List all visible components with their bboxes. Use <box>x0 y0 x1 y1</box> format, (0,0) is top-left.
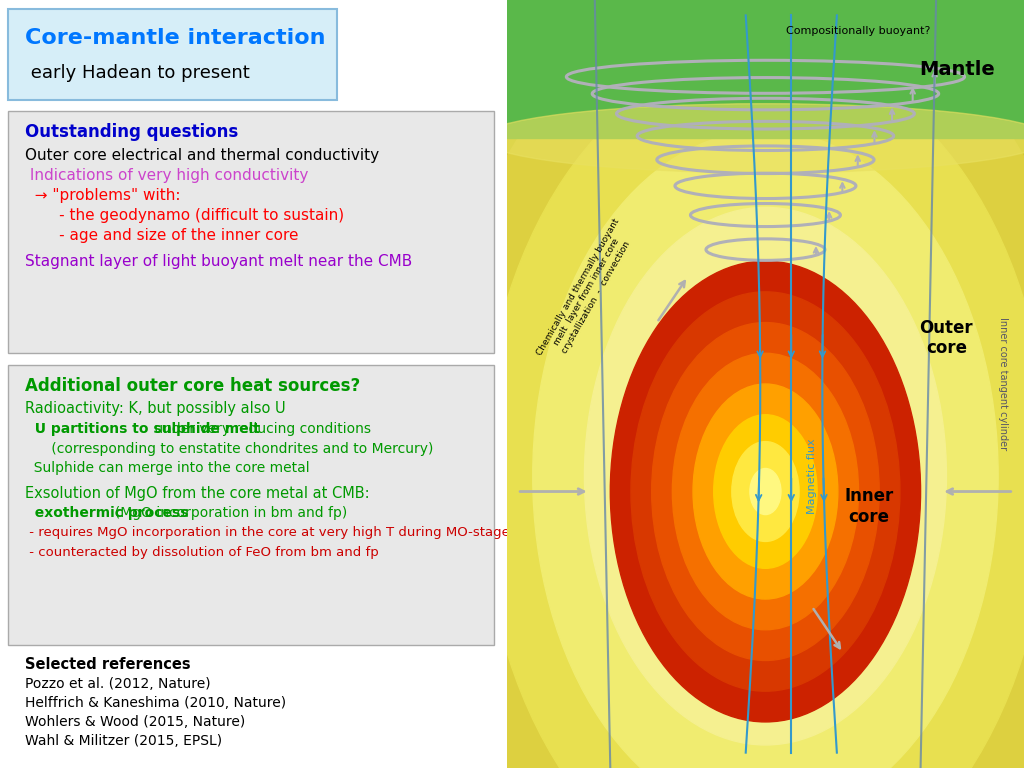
Text: Sulphide can merge into the core metal: Sulphide can merge into the core metal <box>26 462 310 475</box>
Text: early Hadean to present: early Hadean to present <box>26 64 250 82</box>
Text: → "problems" with:: → "problems" with: <box>26 187 181 203</box>
Text: Compositionally buoyant?: Compositionally buoyant? <box>786 25 931 36</box>
FancyBboxPatch shape <box>7 365 495 645</box>
Text: (corresponding to enstatite chondrites and to Mercury): (corresponding to enstatite chondrites a… <box>26 442 434 455</box>
Text: Outstanding questions: Outstanding questions <box>26 123 239 141</box>
Circle shape <box>429 0 1024 768</box>
Text: Pozzo et al. (2012, Nature): Pozzo et al. (2012, Nature) <box>26 677 211 690</box>
Text: Radioactivity: K, but possibly also U: Radioactivity: K, but possibly also U <box>26 401 286 416</box>
Circle shape <box>732 442 799 541</box>
Circle shape <box>673 353 858 630</box>
Text: - the geodynamo (difficult to sustain): - the geodynamo (difficult to sustain) <box>26 207 344 223</box>
Text: Outer
core: Outer core <box>920 319 973 357</box>
Text: (MgO incorporation in bm and fp): (MgO incorporation in bm and fp) <box>106 506 348 520</box>
FancyBboxPatch shape <box>7 111 495 353</box>
Circle shape <box>532 131 998 768</box>
Text: - age and size of the inner core: - age and size of the inner core <box>26 227 299 243</box>
FancyBboxPatch shape <box>7 9 337 100</box>
Circle shape <box>610 261 921 722</box>
Text: Mantle: Mantle <box>919 60 994 78</box>
Text: Inner core tangent cylinder: Inner core tangent cylinder <box>998 317 1009 451</box>
Text: Stagnant layer of light buoyant melt near the CMB: Stagnant layer of light buoyant melt nea… <box>26 254 413 270</box>
Text: Chemically and thermally buoyant
melt  layer from inner core
crystallization  - : Chemically and thermally buoyant melt la… <box>535 217 639 367</box>
Circle shape <box>378 0 1024 768</box>
Text: Inner
core: Inner core <box>844 488 894 526</box>
Text: Helffrich & Kaneshima (2010, Nature): Helffrich & Kaneshima (2010, Nature) <box>26 696 287 710</box>
Text: Outer core electrical and thermal conductivity: Outer core electrical and thermal conduc… <box>26 147 380 163</box>
Text: Indications of very high conductivity: Indications of very high conductivity <box>26 167 308 183</box>
Bar <box>507 0 1024 138</box>
Circle shape <box>714 415 817 568</box>
Text: exothermic process: exothermic process <box>26 506 188 520</box>
Text: Additional outer core heat sources?: Additional outer core heat sources? <box>26 376 360 395</box>
Text: Wohlers & Wood (2015, Nature): Wohlers & Wood (2015, Nature) <box>26 715 246 729</box>
Text: - counteracted by dissolution of FeO from bm and fp: - counteracted by dissolution of FeO fro… <box>26 547 379 559</box>
Ellipse shape <box>481 104 1024 173</box>
Circle shape <box>481 54 1024 768</box>
Text: Wahl & Militzer (2015, EPSL): Wahl & Militzer (2015, EPSL) <box>26 734 222 748</box>
Circle shape <box>631 292 900 691</box>
Circle shape <box>651 323 880 660</box>
Text: Magnetic flux: Magnetic flux <box>807 439 817 514</box>
Text: Exsolution of MgO from the core metal at CMB:: Exsolution of MgO from the core metal at… <box>26 485 370 501</box>
Text: U partitions to sulphide melt: U partitions to sulphide melt <box>26 422 260 435</box>
Text: Core-mantle interaction: Core-mantle interaction <box>26 28 326 48</box>
Circle shape <box>585 207 946 745</box>
Circle shape <box>750 468 781 515</box>
Text: Selected references: Selected references <box>26 657 190 672</box>
Text: - requires MgO incorporation in the core at very high T during MO-stage: - requires MgO incorporation in the core… <box>26 527 510 539</box>
Text: under very reducing conditions: under very reducing conditions <box>151 422 371 435</box>
Circle shape <box>693 384 838 599</box>
